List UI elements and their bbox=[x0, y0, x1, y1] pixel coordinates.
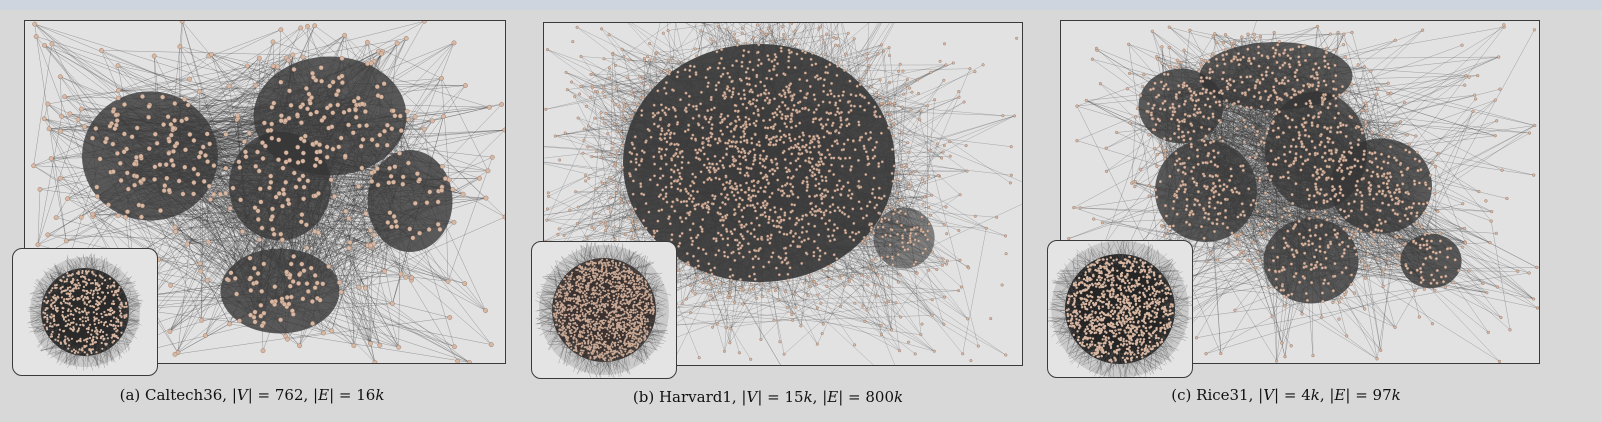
cluster-blob bbox=[229, 131, 331, 241]
cluster-blob bbox=[1138, 68, 1224, 144]
cluster-blob bbox=[367, 150, 453, 252]
cluster-blob bbox=[1263, 218, 1359, 304]
caption-a: (a) Caltech36, |V| = 762, |E| = 16k bbox=[119, 386, 385, 404]
inset-nodes bbox=[1065, 255, 1174, 364]
node-layer bbox=[1063, 23, 1539, 363]
inset-network-b bbox=[535, 242, 672, 378]
graph-panel-c bbox=[1060, 20, 1540, 364]
cluster-blob bbox=[1400, 233, 1462, 289]
inset-nodes bbox=[42, 269, 128, 356]
node-layer bbox=[544, 23, 1019, 363]
caption-b: (b) Harvard1, |V| = 15k, |E| = 800k bbox=[632, 388, 904, 406]
inset-graph-b bbox=[531, 241, 677, 379]
node-layer bbox=[31, 21, 505, 363]
inset-graph-c bbox=[1047, 240, 1193, 378]
edge-layer bbox=[1065, 21, 1538, 362]
edge-layer bbox=[33, 21, 505, 363]
network-graph-c bbox=[1063, 21, 1539, 363]
network-graph-b bbox=[544, 23, 1022, 365]
network-graph-a bbox=[31, 21, 505, 363]
caption-c: (c) Rice31, |V| = 4k, |E| = 97k bbox=[1171, 386, 1401, 404]
inset-nodes bbox=[552, 258, 655, 362]
inset-network-a bbox=[26, 253, 144, 371]
cluster-blob bbox=[1155, 140, 1257, 242]
inset-network-c bbox=[1048, 241, 1192, 377]
top-band bbox=[0, 0, 1602, 10]
inset-graph-a bbox=[12, 248, 158, 376]
